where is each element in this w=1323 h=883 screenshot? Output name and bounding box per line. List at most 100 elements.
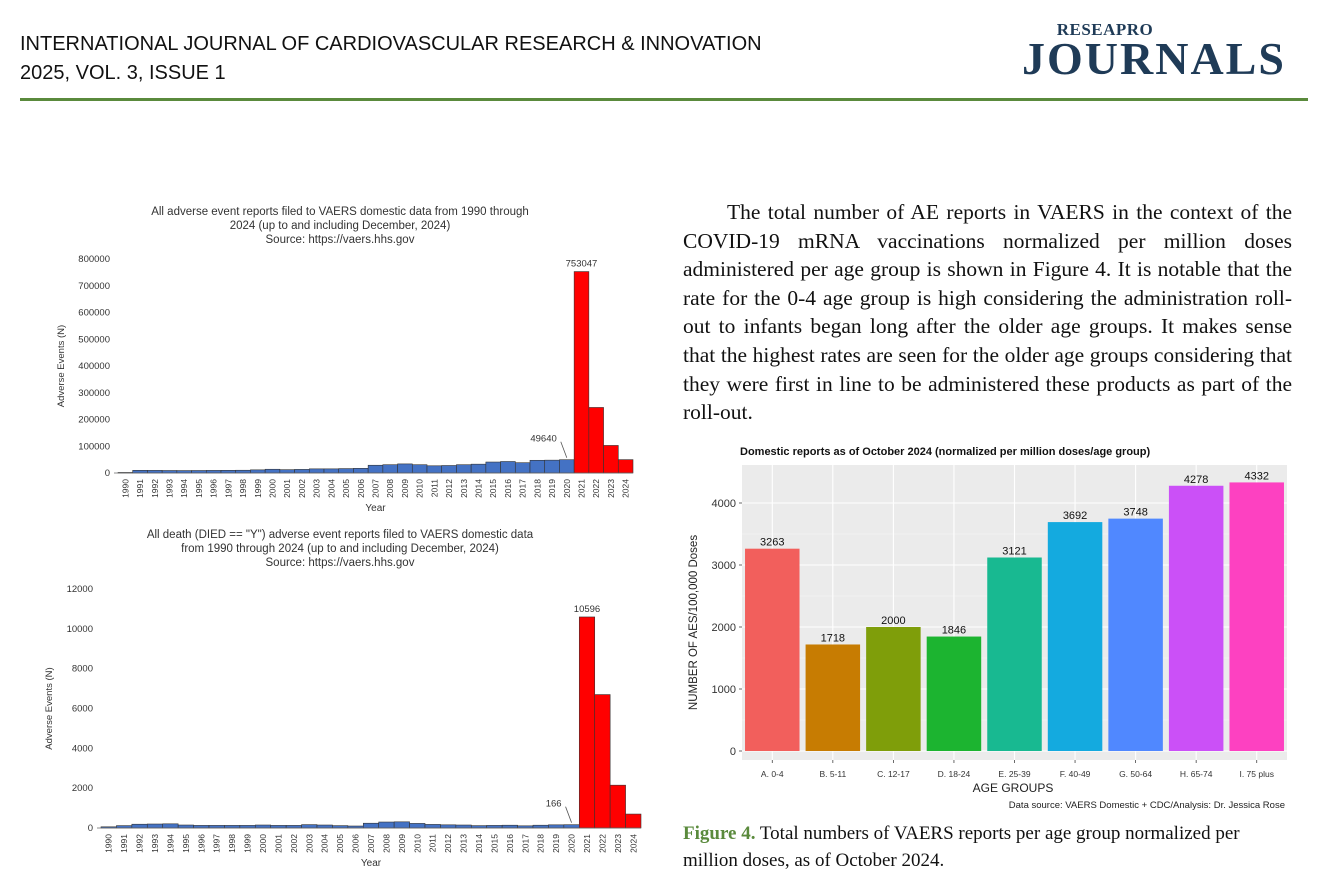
y-axis-label: NUMBER OF AES/100,000 Doses: [688, 535, 700, 710]
x-tick-label: 1994: [179, 479, 189, 498]
x-tick-label: 2000: [268, 479, 278, 498]
y-tick-label: 0: [88, 823, 93, 834]
x-tick-label: 2014: [474, 479, 484, 498]
x-tick-label: 2002: [297, 479, 307, 498]
x-tick-label: 2011: [429, 479, 439, 498]
x-tick-label: C. 12-17: [877, 769, 910, 779]
x-tick-label: 2015: [488, 479, 498, 498]
x-tick-label: 2023: [613, 834, 623, 853]
bar-2019: [548, 824, 565, 829]
x-tick-label: 1999: [243, 834, 253, 853]
y-tick-label: 2000: [712, 622, 736, 634]
body-text: The total number of AE reports in VAERS …: [683, 200, 1292, 425]
x-tick-label: 2007: [371, 479, 381, 498]
bar-1999: [250, 469, 266, 474]
bar-B. 5-11: [805, 644, 861, 751]
data-label-peak: 10596: [574, 604, 600, 615]
x-tick-label: B. 5-11: [819, 769, 846, 779]
x-tick-label: 1999: [253, 479, 263, 498]
data-label: 3748: [1123, 507, 1147, 519]
bar-2021: [578, 616, 596, 829]
bar-2000: [254, 824, 272, 829]
y-tick-label: 800000: [78, 254, 110, 265]
x-tick-label: 2010: [415, 479, 425, 498]
caption-text: Total numbers of VAERS reports per age g…: [683, 823, 1240, 871]
x-tick-label: 2001: [273, 834, 283, 853]
x-tick-label: 1994: [165, 834, 175, 853]
x-axis-label: Year: [365, 503, 386, 514]
x-tick-label: 1990: [120, 479, 130, 498]
x-tick-label: 2017: [518, 479, 528, 498]
bar-2013: [456, 464, 472, 474]
x-tick-label: 2018: [532, 479, 542, 498]
x-tick-label: G. 50-64: [1119, 769, 1152, 779]
bar-F. 40-49: [1047, 522, 1103, 751]
bar-2016: [501, 824, 518, 829]
y-tick-label: 600000: [78, 308, 110, 319]
bar-2010: [411, 464, 428, 474]
data-label-peak: 753047: [566, 259, 598, 270]
x-tick-label: 2005: [341, 479, 351, 498]
x-tick-label: 2013: [459, 834, 469, 853]
bar-2014: [470, 463, 487, 474]
y-tick-label: 12000: [67, 584, 93, 595]
x-axis-label: AGE GROUPS: [973, 781, 1054, 795]
x-tick-label: 2003: [304, 834, 314, 853]
bar-2003: [301, 824, 318, 829]
y-tick-label: 4000: [712, 498, 736, 510]
x-tick-label: 2012: [443, 834, 453, 853]
x-tick-label: 2022: [597, 834, 607, 853]
bar-2020: [563, 824, 580, 829]
x-tick-label: 2001: [282, 479, 292, 498]
y-axis-label: Adverse Events (N): [56, 325, 67, 407]
y-tick-label: 100000: [78, 441, 110, 452]
bar-2003: [308, 468, 325, 474]
chart-age-groups: Domestic reports as of October 2024 (nor…: [688, 446, 1287, 811]
logo-top-text: RESEAPRO: [1056, 20, 1154, 39]
data-label: 1846: [942, 625, 966, 637]
data-label: 3692: [1063, 510, 1087, 522]
bar-2017: [514, 462, 531, 474]
bar-D. 18-24: [926, 636, 982, 751]
y-tick-label: 1000: [712, 684, 736, 696]
x-tick-label: 2014: [474, 834, 484, 853]
bar-2024: [617, 459, 634, 474]
data-label-2020: 49640: [530, 434, 556, 445]
chart-title: Domestic reports as of October 2024 (nor…: [740, 446, 1150, 458]
x-tick-label: 2020: [567, 834, 577, 853]
bar-2001: [279, 469, 295, 474]
x-tick-label: H. 65-74: [1180, 769, 1213, 779]
x-tick-label: 2016: [503, 479, 513, 498]
data-label-leader: [560, 441, 568, 458]
x-tick-label: 2018: [536, 834, 546, 853]
bar-1997: [220, 470, 237, 474]
x-tick-label: 2017: [520, 834, 530, 853]
bar-A. 0-4: [745, 548, 800, 751]
bar-1992: [131, 823, 148, 829]
bar-G. 50-64: [1108, 518, 1163, 751]
x-tick-label: 1997: [223, 479, 233, 498]
bar-2000: [264, 468, 281, 474]
x-tick-label: 2004: [320, 834, 330, 853]
x-tick-label: 1990: [104, 834, 114, 853]
bar-2007: [367, 464, 384, 474]
x-tick-label: 2002: [289, 834, 299, 853]
bar-2022: [594, 694, 611, 829]
bar-2021: [573, 271, 590, 474]
x-tick-label: 1991: [135, 479, 145, 498]
bar-C. 12-17: [866, 627, 921, 751]
x-tick-label: D. 18-24: [938, 769, 971, 779]
chart-all-adverse-events: All adverse event reports filed to VAERS…: [56, 206, 634, 514]
x-tick-label: F. 40-49: [1060, 769, 1091, 779]
y-tick-label: 0: [730, 746, 736, 758]
bar-2019: [544, 459, 560, 474]
bar-2022: [588, 407, 604, 474]
bar-H. 65-74: [1168, 485, 1224, 751]
x-tick-label: 2004: [326, 479, 336, 498]
x-tick-label: 1992: [135, 834, 145, 853]
x-tick-label: 2009: [397, 834, 407, 853]
bar-2006: [353, 468, 369, 474]
y-tick-label: 8000: [72, 664, 93, 675]
data-label: 4332: [1244, 470, 1268, 482]
x-tick-label: 2024: [628, 834, 638, 853]
